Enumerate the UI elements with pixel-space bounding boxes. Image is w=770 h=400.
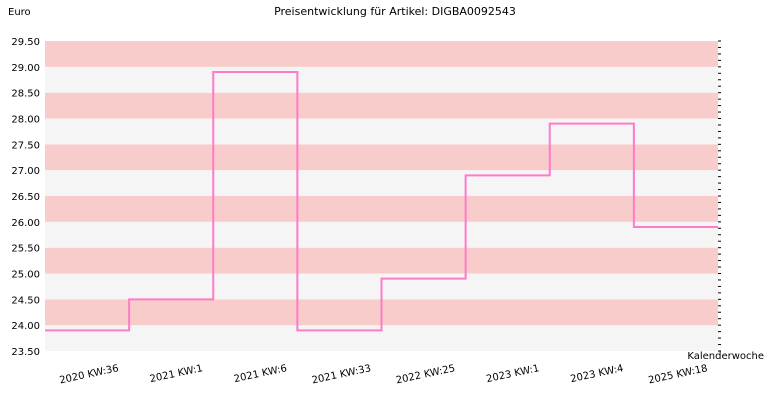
- plot-band: [45, 118, 718, 145]
- y-tick-label: 28.00: [11, 115, 40, 126]
- x-tick-label: 2022 KW:25: [395, 363, 456, 386]
- plot-band: [45, 41, 718, 67]
- price-step-line: [45, 71, 718, 332]
- y-tick-label: 25.50: [11, 244, 40, 255]
- x-axis-label: Kalenderwoche: [687, 351, 764, 362]
- y-tick-label: 24.50: [11, 295, 40, 306]
- x-tick-label: 2021 KW:33: [311, 363, 372, 386]
- plot-band: [45, 170, 718, 196]
- chart-title: Preisentwicklung für Artikel: DIGBA00925…: [274, 5, 516, 18]
- y-tick-label: 23.50: [11, 347, 40, 358]
- x-tick-label: 2021 KW:6: [233, 363, 288, 385]
- y-tick-label: 29.00: [11, 63, 40, 74]
- plot-band: [45, 247, 718, 274]
- x-tick-label: 2025 KW:18: [647, 363, 708, 386]
- y-tick-label: 28.50: [11, 89, 40, 100]
- y-axis-label: Euro: [8, 7, 31, 18]
- y-tick-label: 27.50: [11, 140, 40, 151]
- x-tick-label: 2020 KW:36: [59, 363, 120, 386]
- plot-band: [45, 66, 718, 93]
- y-tick-label: 24.00: [11, 321, 40, 332]
- x-tick-label: 2023 KW:1: [485, 363, 540, 385]
- plot-background-bands: [45, 41, 718, 351]
- right-axis-ticks: [718, 40, 721, 352]
- plot-band: [45, 144, 718, 171]
- plot-band: [45, 196, 718, 222]
- plot-band: [45, 221, 718, 248]
- plot-band: [45, 92, 718, 119]
- x-tick-label: 2023 KW:4: [570, 363, 625, 385]
- y-tick-label: 25.00: [11, 270, 40, 281]
- y-axis: 23.50 24.00 24.50 25.00 25.50 26.00 26.50 27.00…: [11, 37, 40, 358]
- y-tick-label: 26.00: [11, 218, 40, 229]
- y-tick-label: 29.50: [11, 37, 40, 48]
- x-axis: 2020 KW:36 2021 KW:1 2021 KW:6 2021 KW:33 20…: [59, 363, 709, 386]
- y-tick-label: 26.50: [11, 192, 40, 203]
- y-tick-label: 27.00: [11, 166, 40, 177]
- x-tick-label: 2021 KW:1: [149, 363, 204, 385]
